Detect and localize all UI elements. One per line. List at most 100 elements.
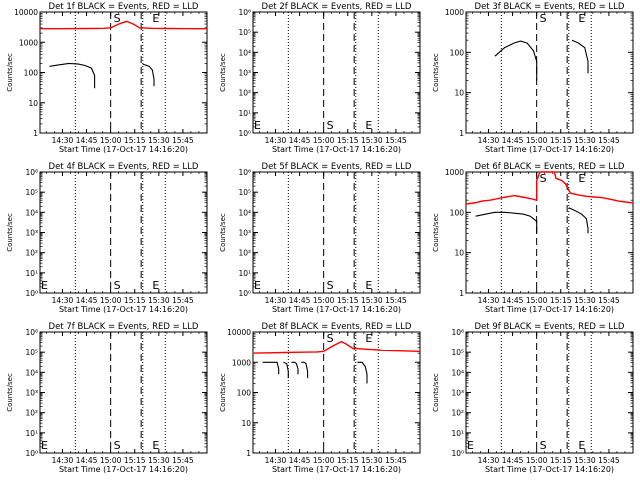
x-tick-label: 15:00	[526, 456, 548, 465]
x-tick-label: 14:30	[478, 136, 500, 145]
panel-title: Det 6f BLACK = Events, RED = LLD	[475, 162, 625, 172]
events-series-line	[142, 63, 155, 87]
y-tick-label: 10³	[238, 229, 251, 238]
x-axis-label: Start Time (17-Oct-17 14:16:20)	[59, 145, 188, 154]
y-tick-label: 10²	[238, 89, 251, 98]
start-marker-label: S	[540, 439, 547, 452]
x-tick-label: 15:30	[361, 456, 383, 465]
x-tick-label: 14:45	[289, 456, 311, 465]
y-tick-label: 10⁰	[25, 449, 38, 458]
y-tick-label: 10⁰	[238, 289, 251, 298]
plot-frame	[465, 171, 634, 294]
x-axis-label: Start Time (17-Oct-17 14:16:20)	[59, 305, 188, 314]
y-tick-label: 10⁶	[238, 168, 251, 177]
y-tick-label: 10⁴	[25, 368, 38, 377]
y-tick-label: 10³	[25, 229, 38, 238]
y-axis-label: Counts/sec	[219, 213, 227, 252]
x-tick-label: 15:15	[124, 296, 146, 305]
end-marker-label: E	[365, 279, 372, 292]
panel-title: Det 1f BLACK = Events, RED = LLD	[49, 2, 199, 12]
start-marker-label: S	[327, 119, 334, 132]
x-tick-label: 14:30	[52, 296, 74, 305]
x-tick-label: 15:15	[337, 456, 359, 465]
x-tick-label: 15:30	[361, 296, 383, 305]
x-tick-label: 14:30	[478, 296, 500, 305]
x-tick-label: 15:30	[574, 136, 596, 145]
x-tick-label: 15:45	[598, 296, 620, 305]
y-tick-label: 10	[454, 89, 464, 98]
y-tick-label: 1000	[19, 38, 38, 47]
x-tick-label: 15:15	[550, 296, 572, 305]
events-series-line	[357, 361, 368, 384]
events-series-line	[49, 62, 96, 89]
y-axis-label: Counts/sec	[6, 373, 14, 412]
end-marker-label-left: E	[254, 279, 261, 292]
x-axis-label: Start Time (17-Oct-17 14:16:20)	[485, 145, 614, 154]
panel-det-2: Det 2f BLACK = Events, RED = LLD 10⁰ 10¹ 10…	[219, 2, 421, 154]
y-tick-label: 10⁰	[238, 129, 251, 138]
x-tick-label: 15:15	[550, 136, 572, 145]
y-tick-label: 10⁶	[451, 328, 464, 337]
end-marker-label: E	[578, 439, 585, 452]
y-tick-label: 10⁴	[238, 208, 251, 217]
y-tick-label: 10⁰	[451, 449, 464, 458]
end-marker-label: E	[578, 12, 585, 25]
y-tick-label: 10⁵	[451, 348, 464, 357]
x-tick-label: 15:30	[574, 296, 596, 305]
y-tick-label: 10	[454, 249, 464, 258]
x-tick-label: 14:45	[76, 296, 98, 305]
y-tick-label: 10000	[227, 328, 251, 337]
x-tick-label: 15:30	[574, 456, 596, 465]
y-tick-label: 10¹	[25, 429, 38, 438]
x-tick-label: 15:30	[148, 136, 170, 145]
panel-title: Det 9f BLACK = Events, RED = LLD	[475, 322, 625, 332]
x-tick-label: 14:45	[502, 296, 524, 305]
x-tick-label: 14:45	[289, 296, 311, 305]
y-tick-label: 100	[24, 69, 39, 78]
x-tick-label: 15:15	[337, 296, 359, 305]
y-tick-label: 1000	[445, 168, 464, 177]
y-tick-label: 10²	[25, 249, 38, 258]
plot-frame	[39, 171, 208, 294]
plot-frame	[465, 331, 634, 454]
plot-frame	[465, 11, 634, 134]
x-tick-label: 15:45	[385, 296, 407, 305]
y-tick-label: 100	[450, 208, 465, 217]
x-tick-label: 15:45	[598, 456, 620, 465]
x-tick-label: 15:45	[598, 136, 620, 145]
lld-series-line	[40, 20, 207, 30]
y-tick-label: 10⁰	[25, 289, 38, 298]
x-tick-label: 15:45	[172, 136, 194, 145]
y-tick-label: 10⁵	[25, 348, 38, 357]
x-tick-label: 14:30	[265, 456, 287, 465]
plot-frame	[252, 11, 421, 134]
y-tick-label: 10⁵	[25, 188, 38, 197]
x-axis-label: Start Time (17-Oct-17 14:16:20)	[59, 465, 188, 474]
panel-title: Det 7f BLACK = Events, RED = LLD	[49, 322, 199, 332]
x-axis-label: Start Time (17-Oct-17 14:16:20)	[272, 305, 401, 314]
y-tick-label: 10¹	[451, 429, 464, 438]
x-tick-label: 15:15	[337, 136, 359, 145]
x-tick-label: 14:30	[52, 456, 74, 465]
panel-title: Det 8f BLACK = Events, RED = LLD	[262, 322, 412, 332]
x-axis-label: Start Time (17-Oct-17 14:16:20)	[272, 145, 401, 154]
x-axis-label: Start Time (17-Oct-17 14:16:20)	[485, 305, 614, 314]
y-tick-label: 10⁶	[238, 8, 251, 17]
end-marker-label: E	[578, 172, 585, 185]
panel-det-1: Det 1f BLACK = Events, RED = LLD 1 10 100 10…	[6, 2, 208, 154]
x-tick-label: 15:00	[526, 296, 548, 305]
x-tick-label: 15:45	[172, 456, 194, 465]
plot-frame	[252, 171, 421, 294]
y-tick-label: 10	[28, 99, 38, 108]
y-axis-label: Counts/sec	[6, 213, 14, 252]
plot-frame	[39, 331, 208, 454]
panel-det-8: Det 8f BLACK = Events, RED = LLD 1 10 100 10…	[219, 322, 421, 474]
end-marker-label: E	[365, 119, 372, 132]
events-series-line	[301, 361, 309, 379]
events-series-line	[475, 211, 538, 234]
y-tick-label: 10³	[238, 69, 251, 78]
y-tick-label: 1000	[445, 8, 464, 17]
start-marker-label: S	[327, 332, 334, 345]
y-tick-label: 1	[33, 129, 38, 138]
